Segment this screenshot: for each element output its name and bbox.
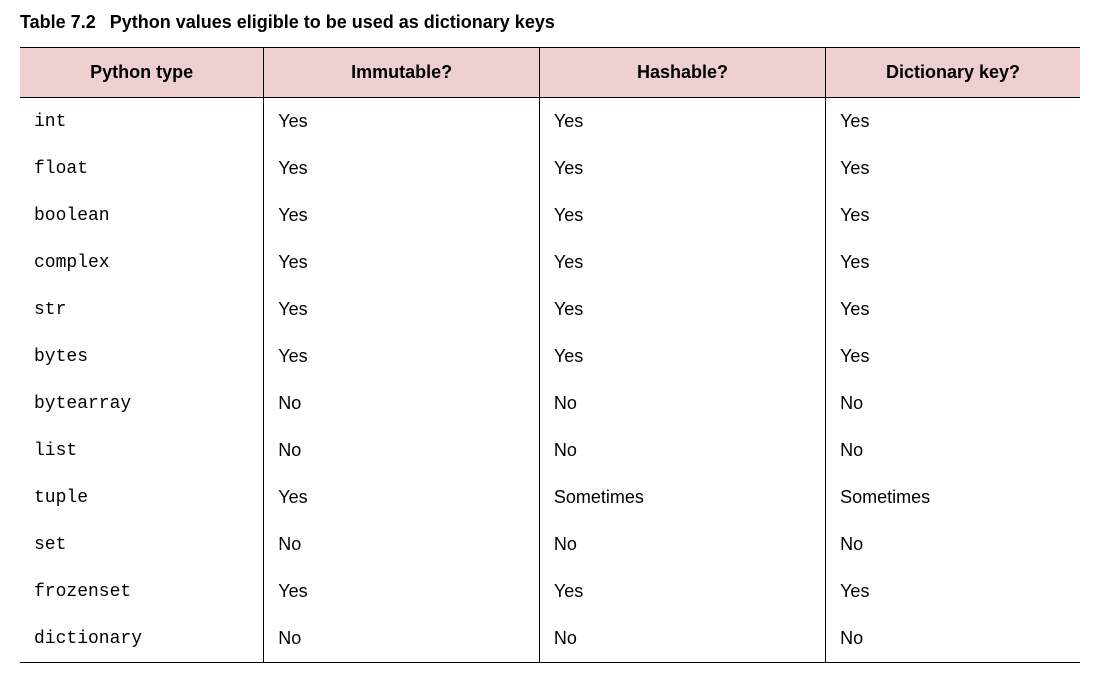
cell-hashable: No [539, 380, 825, 427]
table-row: dictionaryNoNoNo [20, 615, 1080, 663]
caption-label: Table 7.2 [20, 12, 96, 32]
cell-immutable: Yes [264, 192, 540, 239]
cell-type: float [20, 145, 264, 192]
cell-type: frozenset [20, 568, 264, 615]
table-header: Python type Immutable? Hashable? Diction… [20, 48, 1080, 98]
cell-hashable: Yes [539, 333, 825, 380]
table-row: setNoNoNo [20, 521, 1080, 568]
cell-immutable: Yes [264, 145, 540, 192]
table-row: frozensetYesYesYes [20, 568, 1080, 615]
cell-dictkey: No [826, 427, 1080, 474]
table-row: floatYesYesYes [20, 145, 1080, 192]
cell-type: bytearray [20, 380, 264, 427]
cell-immutable: No [264, 521, 540, 568]
cell-dictkey: No [826, 615, 1080, 663]
table-row: booleanYesYesYes [20, 192, 1080, 239]
cell-type: complex [20, 239, 264, 286]
cell-hashable: Yes [539, 98, 825, 146]
cell-dictkey: Yes [826, 286, 1080, 333]
cell-immutable: No [264, 615, 540, 663]
cell-hashable: Yes [539, 286, 825, 333]
col-header-dictkey: Dictionary key? [826, 48, 1080, 98]
cell-immutable: No [264, 427, 540, 474]
col-header-type: Python type [20, 48, 264, 98]
cell-hashable: Yes [539, 239, 825, 286]
cell-dictkey: Yes [826, 333, 1080, 380]
cell-dictkey: Yes [826, 192, 1080, 239]
cell-immutable: Yes [264, 333, 540, 380]
cell-type: bytes [20, 333, 264, 380]
cell-hashable: Yes [539, 568, 825, 615]
cell-type: dictionary [20, 615, 264, 663]
cell-hashable: No [539, 427, 825, 474]
cell-dictkey: No [826, 521, 1080, 568]
cell-hashable: No [539, 615, 825, 663]
cell-hashable: No [539, 521, 825, 568]
col-header-immutable: Immutable? [264, 48, 540, 98]
cell-dictkey: Sometimes [826, 474, 1080, 521]
cell-type: boolean [20, 192, 264, 239]
cell-immutable: Yes [264, 286, 540, 333]
cell-type: tuple [20, 474, 264, 521]
table-row: strYesYesYes [20, 286, 1080, 333]
page-container: Table 7.2 Python values eligible to be us… [0, 0, 1100, 693]
cell-dictkey: Yes [826, 239, 1080, 286]
cell-type: list [20, 427, 264, 474]
cell-type: str [20, 286, 264, 333]
cell-dictkey: No [826, 380, 1080, 427]
cell-immutable: Yes [264, 474, 540, 521]
cell-dictkey: Yes [826, 98, 1080, 146]
cell-dictkey: Yes [826, 568, 1080, 615]
table-row: intYesYesYes [20, 98, 1080, 146]
dictkey-table: Python type Immutable? Hashable? Diction… [20, 47, 1080, 663]
cell-immutable: Yes [264, 98, 540, 146]
caption-title: Python values eligible to be used as dic… [110, 12, 555, 32]
cell-dictkey: Yes [826, 145, 1080, 192]
cell-hashable: Sometimes [539, 474, 825, 521]
col-header-hashable: Hashable? [539, 48, 825, 98]
table-row: listNoNoNo [20, 427, 1080, 474]
table-body: intYesYesYesfloatYesYesYesbooleanYesYesY… [20, 98, 1080, 663]
table-row: complexYesYesYes [20, 239, 1080, 286]
cell-type: int [20, 98, 264, 146]
cell-type: set [20, 521, 264, 568]
table-row: bytesYesYesYes [20, 333, 1080, 380]
cell-hashable: Yes [539, 145, 825, 192]
cell-hashable: Yes [539, 192, 825, 239]
cell-immutable: No [264, 380, 540, 427]
table-row: bytearrayNoNoNo [20, 380, 1080, 427]
cell-immutable: Yes [264, 239, 540, 286]
table-row: tupleYesSometimesSometimes [20, 474, 1080, 521]
cell-immutable: Yes [264, 568, 540, 615]
table-caption: Table 7.2 Python values eligible to be us… [20, 12, 1080, 33]
